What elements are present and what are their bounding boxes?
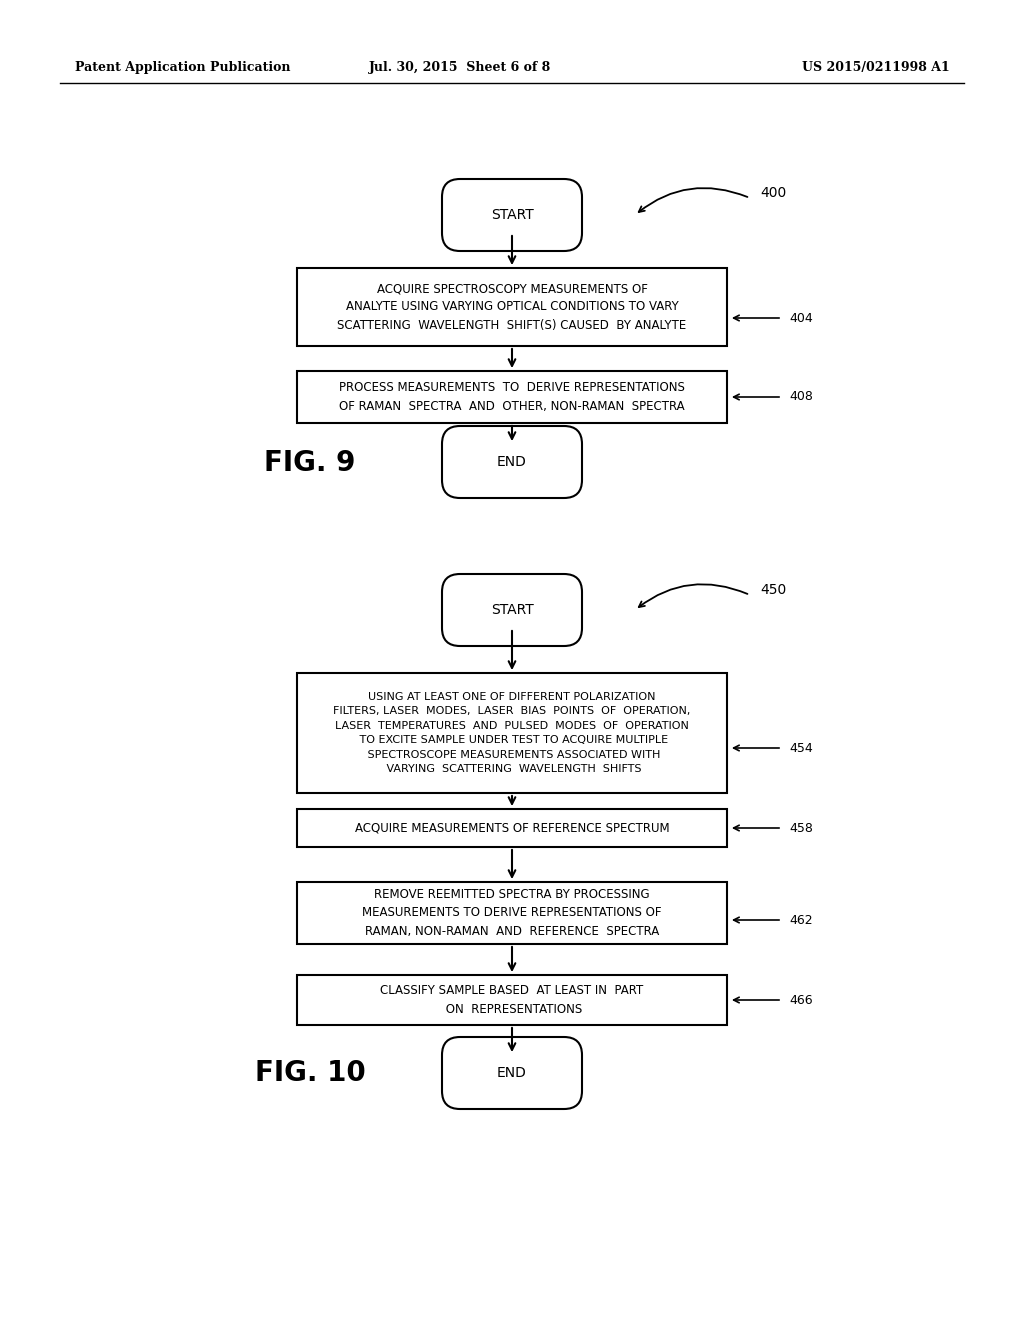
- Text: ACQUIRE SPECTROSCOPY MEASUREMENTS OF
ANALYTE USING VARYING OPTICAL CONDITIONS TO: ACQUIRE SPECTROSCOPY MEASUREMENTS OF ANA…: [337, 282, 687, 333]
- Bar: [297, 673, 727, 793]
- Text: US 2015/0211998 A1: US 2015/0211998 A1: [802, 62, 950, 74]
- FancyBboxPatch shape: [442, 426, 582, 498]
- Bar: [297, 975, 727, 1026]
- Bar: [297, 371, 727, 422]
- Text: 458: 458: [790, 821, 813, 834]
- FancyBboxPatch shape: [442, 180, 582, 251]
- Text: Patent Application Publication: Patent Application Publication: [75, 62, 291, 74]
- Bar: [297, 268, 727, 346]
- Text: FIG. 9: FIG. 9: [264, 449, 355, 477]
- Text: 450: 450: [760, 583, 786, 597]
- Bar: [297, 882, 727, 944]
- Text: Jul. 30, 2015  Sheet 6 of 8: Jul. 30, 2015 Sheet 6 of 8: [369, 62, 551, 74]
- Text: 454: 454: [790, 742, 813, 755]
- Text: 466: 466: [790, 994, 813, 1006]
- Text: 408: 408: [790, 391, 813, 404]
- Text: START: START: [490, 603, 534, 616]
- FancyBboxPatch shape: [442, 1038, 582, 1109]
- Text: REMOVE REEMITTED SPECTRA BY PROCESSING
MEASUREMENTS TO DERIVE REPRESENTATIONS OF: REMOVE REEMITTED SPECTRA BY PROCESSING M…: [362, 888, 662, 939]
- Text: END: END: [497, 455, 527, 469]
- Text: 400: 400: [760, 186, 786, 201]
- Text: CLASSIFY SAMPLE BASED  AT LEAST IN  PART
 ON  REPRESENTATIONS: CLASSIFY SAMPLE BASED AT LEAST IN PART O…: [380, 985, 644, 1016]
- Text: 404: 404: [790, 312, 813, 325]
- Bar: [297, 809, 727, 847]
- Text: FIG. 10: FIG. 10: [255, 1059, 366, 1086]
- Text: PROCESS MEASUREMENTS  TO  DERIVE REPRESENTATIONS
OF RAMAN  SPECTRA  AND  OTHER, : PROCESS MEASUREMENTS TO DERIVE REPRESENT…: [339, 381, 685, 413]
- Text: USING AT LEAST ONE OF DIFFERENT POLARIZATION
FILTERS, LASER  MODES,  LASER  BIAS: USING AT LEAST ONE OF DIFFERENT POLARIZA…: [334, 692, 690, 774]
- Text: END: END: [497, 1067, 527, 1080]
- FancyBboxPatch shape: [442, 574, 582, 645]
- Text: ACQUIRE MEASUREMENTS OF REFERENCE SPECTRUM: ACQUIRE MEASUREMENTS OF REFERENCE SPECTR…: [354, 821, 670, 834]
- Text: START: START: [490, 209, 534, 222]
- Text: 462: 462: [790, 913, 813, 927]
